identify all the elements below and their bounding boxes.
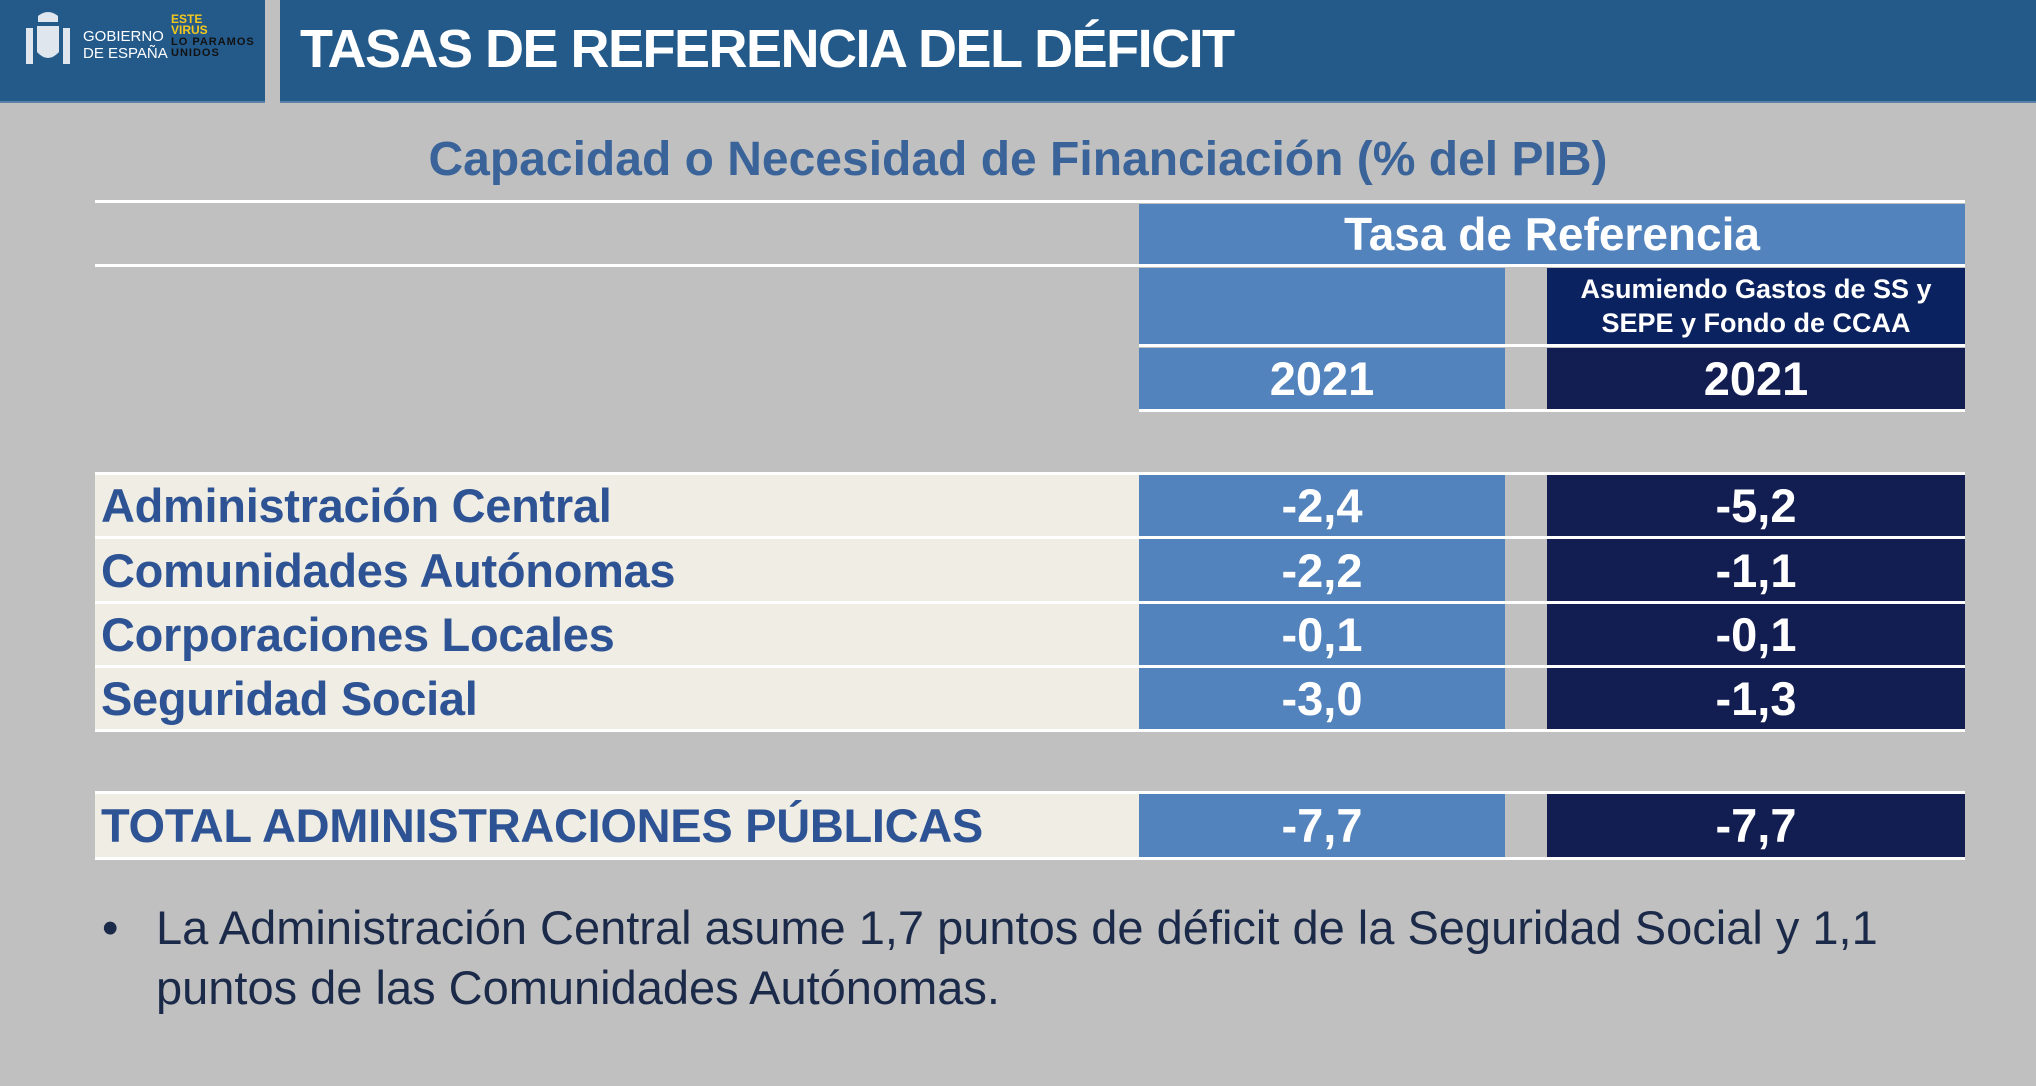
row-value-col1: -2,4: [1139, 475, 1505, 536]
row-value-col2: -1,3: [1547, 668, 1965, 729]
divider: [95, 200, 1965, 203]
campaign-logo-line-2: LO PARAMOS UNIDOS: [171, 37, 266, 59]
col1-subheader-empty: [1139, 268, 1505, 344]
group-header-tasa-de-referencia: Tasa de Referencia: [1139, 204, 1965, 264]
row-value-col1: -0,1: [1139, 604, 1505, 665]
bullet-icon: •: [102, 901, 119, 954]
title-bar: TASAS DE REFERENCIA DEL DÉFICIT: [280, 0, 2036, 103]
row-label: Administración Central: [95, 475, 1139, 536]
coat-of-arms-icon: [26, 12, 70, 64]
row-value-col1: -3,0: [1139, 668, 1505, 729]
campaign-logo-line-1: ESTE VIRUS: [171, 12, 208, 37]
col2-year: 2021: [1547, 348, 1965, 409]
divider: [95, 791, 1965, 794]
divider: [95, 536, 1965, 539]
logo-line-2: DE ESPAÑA: [83, 45, 168, 62]
divider: [95, 857, 1965, 860]
col1-year: 2021: [1139, 348, 1505, 409]
logo-line-1: GOBIERNO: [83, 28, 164, 45]
government-logo-panel: GOBIERNO DE ESPAÑA ESTE VIRUS LO PARAMOS…: [0, 0, 265, 103]
row-value-col1: -2,2: [1139, 539, 1505, 601]
divider: [95, 729, 1965, 732]
campaign-logo-line-3-text: UNIDOS: [171, 47, 220, 59]
row-label: Seguridad Social: [95, 668, 1139, 729]
total-value-col1: -7,7: [1139, 794, 1505, 857]
campaign-logo-line-2-text: LO PARAMOS: [171, 36, 255, 48]
row-value-col2: -1,1: [1547, 539, 1965, 601]
row-label: Comunidades Autónomas: [95, 539, 1139, 601]
gobierno-logo-text: GOBIERNO DE ESPAÑA: [83, 28, 168, 62]
divider: [1139, 344, 1965, 347]
divider: [95, 601, 1965, 604]
divider: [95, 665, 1965, 668]
total-value-col2: -7,7: [1547, 794, 1965, 857]
row-value-col2: -5,2: [1547, 475, 1965, 536]
row-value-col2: -0,1: [1547, 604, 1965, 665]
page-title: TASAS DE REFERENCIA DEL DÉFICIT: [300, 19, 1235, 79]
total-label: TOTAL ADMINISTRACIONES PÚBLICAS: [95, 794, 1139, 857]
note-text: La Administración Central asume 1,7 punt…: [156, 901, 1878, 1014]
divider: [1139, 409, 1965, 412]
table-subtitle: Capacidad o Necesidad de Financiación (%…: [428, 133, 1608, 186]
col2-subheader: Asumiendo Gastos de SS y SEPE y Fondo de…: [1547, 268, 1965, 344]
divider: [95, 472, 1965, 475]
divider: [95, 264, 1965, 267]
row-label: Corporaciones Locales: [95, 604, 1139, 665]
